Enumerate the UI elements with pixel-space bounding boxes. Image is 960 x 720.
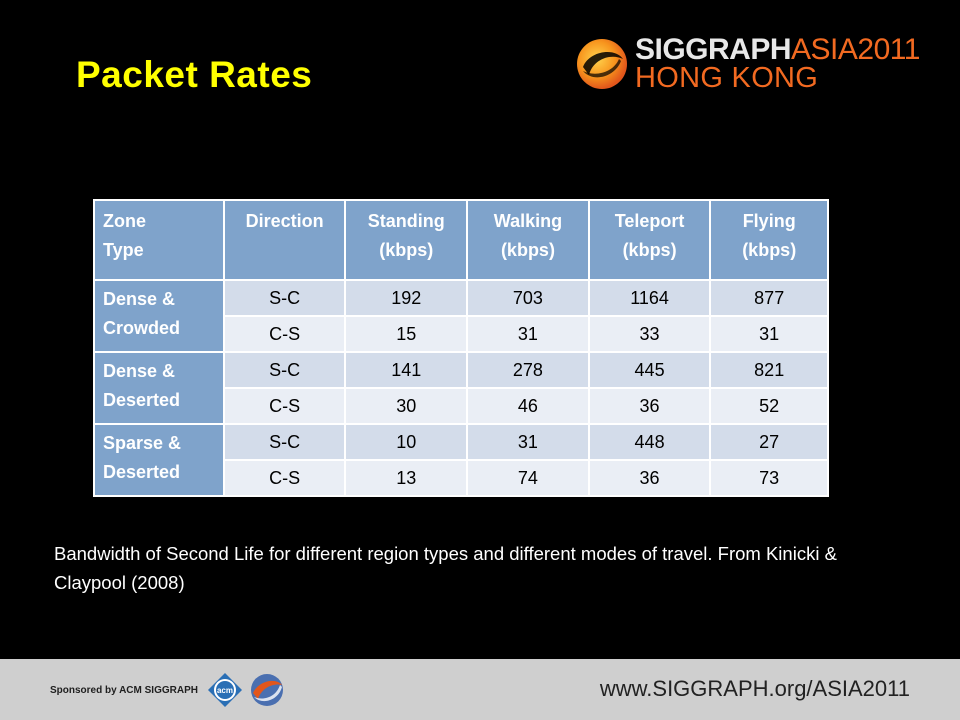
sponsor-text: Sponsored by ACM SIGGRAPH (50, 685, 198, 696)
standing-cell: 192 (344, 279, 469, 317)
direction-cell: S-C (222, 423, 347, 461)
zone-cell: Dense & Deserted (93, 351, 225, 425)
acm-logo-icon: acm (208, 673, 242, 707)
siggraph-asia-logo: SIGGRAPHASIA2011 HONG KONG (575, 35, 920, 93)
header-teleport: Teleport (kbps) (587, 199, 712, 281)
slide-footer: Sponsored by ACM SIGGRAPH acm www.SIGGRA… (0, 659, 960, 720)
siggraph-swirl-icon (577, 39, 627, 89)
standing-cell: 10 (344, 423, 469, 461)
flying-cell: 27 (709, 423, 829, 461)
header-direction: Direction (222, 199, 347, 281)
standing-cell: 15 (344, 315, 469, 353)
teleport-cell: 1164 (587, 279, 712, 317)
flying-cell: 877 (709, 279, 829, 317)
walking-cell: 31 (466, 315, 590, 353)
zone-cell: Sparse & Deserted (93, 423, 225, 497)
table-row: C-S 30 46 36 52 (94, 387, 829, 425)
standing-cell: 13 (344, 459, 469, 497)
walking-cell: 703 (466, 279, 590, 317)
table-row: C-S 13 74 36 73 (94, 459, 829, 497)
header-flying: Flying (kbps) (709, 199, 829, 281)
teleport-cell: 36 (587, 459, 712, 497)
table-row: Dense & Deserted S-C 141 278 445 821 (93, 351, 829, 425)
logo-hong-kong: HONG KONG (635, 62, 819, 94)
flying-cell: 821 (709, 351, 829, 389)
zone-cell: Dense & Crowded (93, 279, 225, 353)
teleport-cell: 448 (587, 423, 712, 461)
standing-cell: 141 (344, 351, 469, 389)
table-header-row: Zone Type Direction Standing (kbps) Walkin… (93, 199, 829, 281)
direction-cell: S-C (222, 279, 347, 317)
walking-cell: 46 (466, 387, 590, 425)
slide-title: Packet Rates (76, 54, 313, 95)
header-standing: Standing (kbps) (344, 199, 469, 281)
teleport-cell: 36 (587, 387, 712, 425)
direction-cell: C-S (222, 387, 347, 425)
table-caption: Bandwidth of Second Life for different r… (54, 543, 837, 593)
standing-cell: 30 (344, 387, 469, 425)
table-row: Sparse & Deserted S-C 10 31 448 27 (93, 423, 829, 497)
header-walking: Walking (kbps) (466, 199, 590, 281)
teleport-cell: 33 (587, 315, 712, 353)
teleport-cell: 445 (587, 351, 712, 389)
walking-cell: 74 (466, 459, 590, 497)
packet-rates-table: Zone Type Direction Standing (kbps) Walkin… (93, 199, 829, 497)
walking-cell: 31 (466, 423, 590, 461)
svg-text:acm: acm (217, 686, 233, 695)
direction-cell: C-S (222, 459, 347, 497)
flying-cell: 52 (709, 387, 829, 425)
logo-asia2011: ASIA2011 (791, 33, 920, 66)
table-row: C-S 15 31 33 31 (94, 315, 829, 353)
direction-cell: S-C (222, 351, 347, 389)
header-zone-type: Zone Type (93, 199, 225, 281)
walking-cell: 278 (466, 351, 590, 389)
table-row: Dense & Crowded S-C 192 703 1164 877 (93, 279, 829, 353)
footer-url: www.SIGGRAPH.org/ASIA2011 (599, 676, 910, 701)
siggraph-globe-icon (251, 674, 283, 706)
logo-siggraph: SIGGRAPH (635, 33, 792, 66)
flying-cell: 31 (709, 315, 829, 353)
flying-cell: 73 (709, 459, 829, 497)
direction-cell: C-S (222, 315, 347, 353)
